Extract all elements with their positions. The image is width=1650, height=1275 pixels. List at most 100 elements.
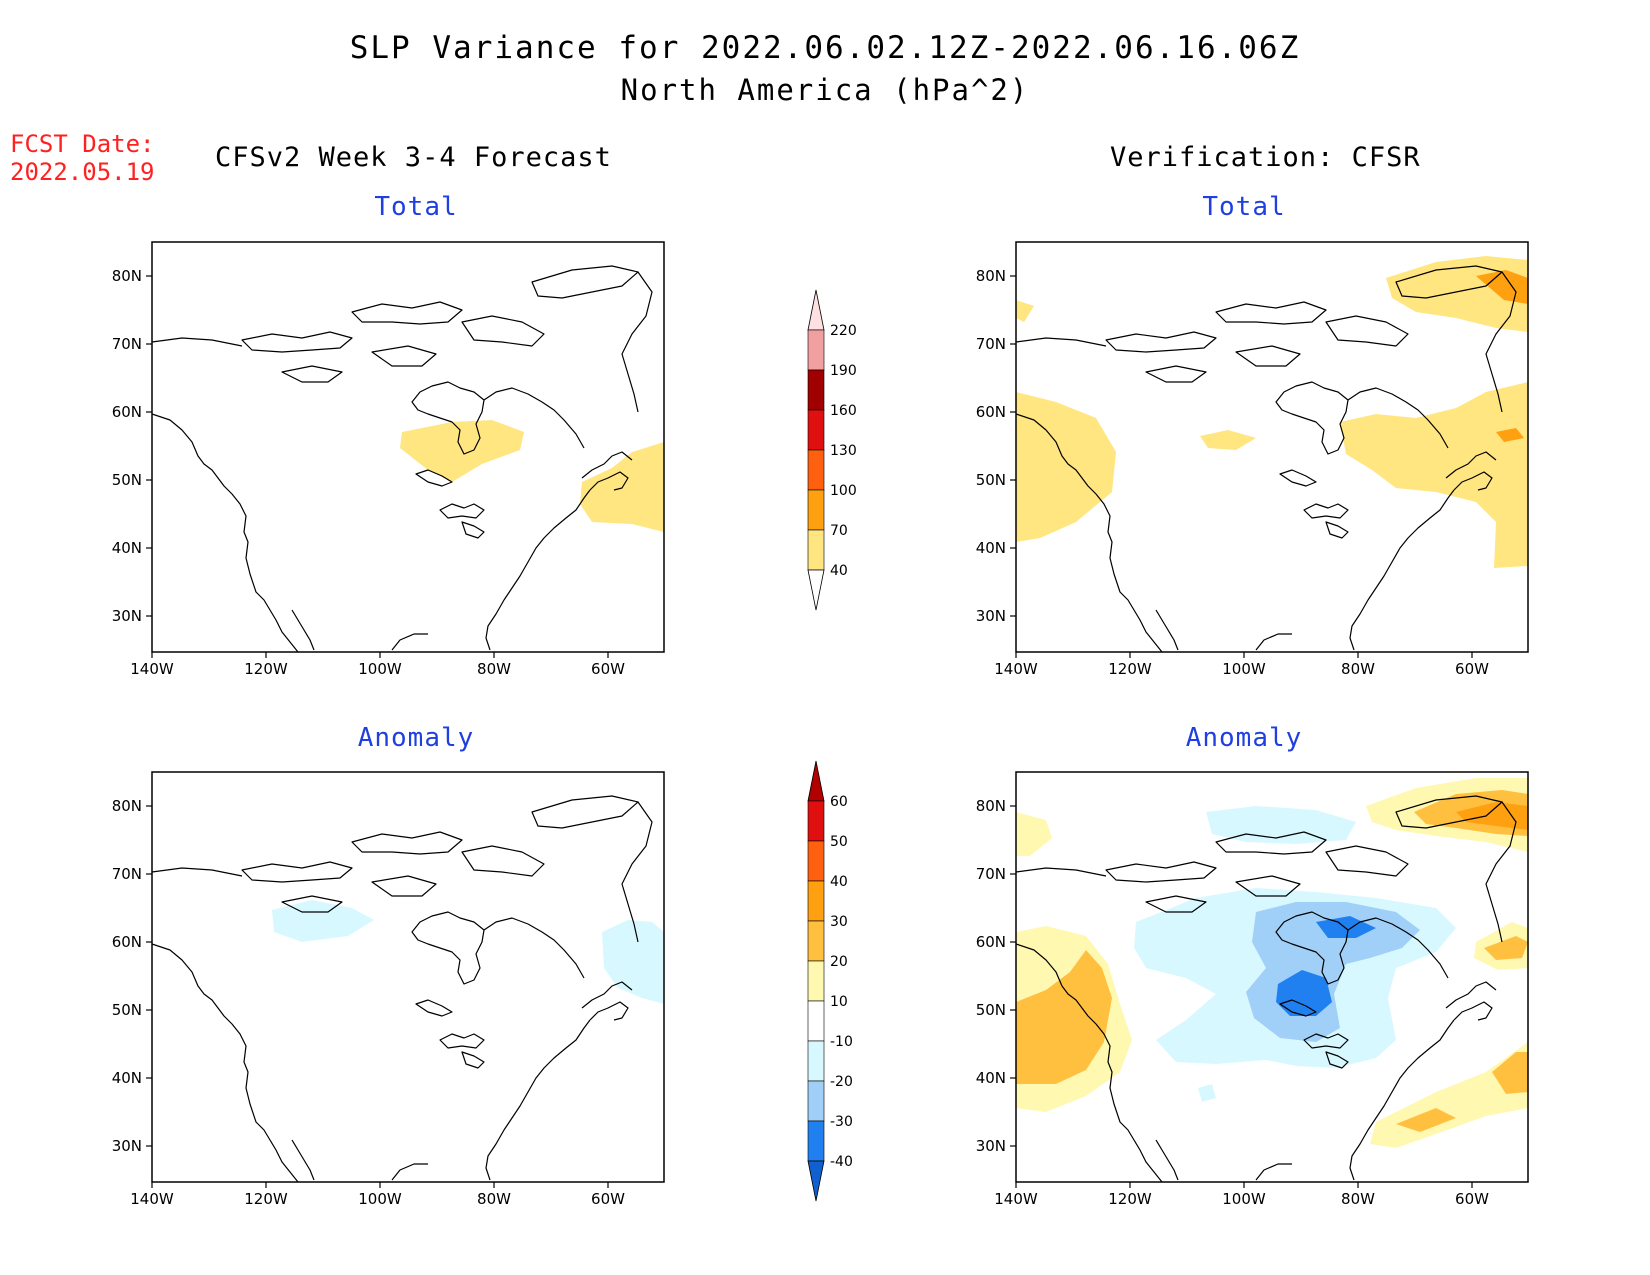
lat-tick-label: 80N xyxy=(976,797,1006,815)
lat-tick-label: 40N xyxy=(112,539,142,557)
lon-tick-label: 140W xyxy=(130,1190,174,1208)
colorbar-level-label: 100 xyxy=(830,483,857,499)
colorbar-segment xyxy=(807,449,825,491)
lon-tick-label: 100W xyxy=(358,1190,402,1208)
colorbar-level-label: -20 xyxy=(830,1074,853,1090)
lon-tick-label: 100W xyxy=(1222,1190,1266,1208)
verification-heading: Verification: CFSR xyxy=(1110,142,1421,173)
lat-tick-label: 70N xyxy=(976,335,1006,353)
colorbar-level-label: 10 xyxy=(830,994,848,1010)
colorbar-segment xyxy=(807,409,825,451)
colorbar-level-label: 190 xyxy=(830,363,857,379)
fcst-total-map xyxy=(151,241,665,653)
lat-tick-label: 80N xyxy=(976,267,1006,285)
lon-tick-label: 140W xyxy=(130,660,174,678)
colorbar-segment xyxy=(807,800,825,842)
lat-tick-label: 50N xyxy=(112,1001,142,1019)
page-subtitle: North America (hPa^2) xyxy=(620,73,1030,107)
fcst-date-label: FCST Date: 2022.05.19 xyxy=(10,130,155,186)
lon-tick-label: 140W xyxy=(994,660,1038,678)
lat-tick-label: 30N xyxy=(112,607,142,625)
colorbar-segment xyxy=(807,1000,825,1042)
lat-tick-label: 50N xyxy=(976,471,1006,489)
lat-tick-label: 40N xyxy=(976,1069,1006,1087)
lon-tick-label: 60W xyxy=(1455,660,1489,678)
lat-tick-label: 70N xyxy=(976,865,1006,883)
colorbar-anomaly: -40 -30 -20 -10 10 20 30 40 50 60 xyxy=(807,760,853,1202)
lat-tick-label: 60N xyxy=(976,403,1006,421)
lon-tick-label: 80W xyxy=(1341,660,1375,678)
colorbar-top-arrow xyxy=(807,289,825,331)
colorbar-segment xyxy=(807,1040,825,1082)
fcst-date-value: 2022.05.19 xyxy=(10,158,155,186)
lat-tick-label: 80N xyxy=(112,797,142,815)
forecast-heading: CFSv2 Week 3-4 Forecast xyxy=(215,142,612,173)
lon-tick-label: 140W xyxy=(994,1190,1038,1208)
ver-total-axes: 80N 70N 60N 50N 40N 30N 140W 120W 100W 80W 60W xyxy=(976,267,1489,678)
colorbar-segment xyxy=(807,329,825,371)
lon-tick-label: 60W xyxy=(591,660,625,678)
colorbar-segment xyxy=(807,960,825,1002)
fcst-label-text: FCST Date: xyxy=(10,130,155,158)
colorbar-level-label: 70 xyxy=(830,523,848,539)
lat-tick-label: 70N xyxy=(112,335,142,353)
colorbar-segment xyxy=(807,840,825,882)
lon-tick-label: 100W xyxy=(358,660,402,678)
lon-tick-label: 80W xyxy=(1341,1190,1375,1208)
lat-tick-label: 50N xyxy=(976,1001,1006,1019)
colorbar-segment xyxy=(807,529,825,571)
colorbar-level-label: 160 xyxy=(830,403,857,419)
colorbar-level-label: 40 xyxy=(830,874,848,890)
colorbar-level-label: 40 xyxy=(830,563,848,579)
lon-tick-label: 120W xyxy=(244,660,288,678)
lat-tick-label: 30N xyxy=(112,1137,142,1155)
lat-tick-label: 60N xyxy=(976,933,1006,951)
colorbar-bottom-arrow xyxy=(807,569,825,611)
lon-tick-label: 100W xyxy=(1222,660,1266,678)
lat-tick-label: 40N xyxy=(976,539,1006,557)
colorbar-level-label: -10 xyxy=(830,1034,853,1050)
lat-tick-label: 30N xyxy=(976,1137,1006,1155)
lon-tick-label: 120W xyxy=(1108,1190,1152,1208)
colorbar-total: 40 70 100 130 160 190 220 xyxy=(807,289,857,611)
fcst-anom-axes: 80N 70N 60N 50N 40N 30N 140W 120W 100W 80W 60W xyxy=(112,797,625,1208)
lat-tick-label: 60N xyxy=(112,403,142,421)
lat-tick-label: 80N xyxy=(112,267,142,285)
ver-anom-map xyxy=(1015,771,1529,1183)
colorbar-segment xyxy=(807,1080,825,1122)
colorbar-segment xyxy=(807,489,825,531)
fcst-anom-title: Anomaly xyxy=(357,723,475,753)
lon-tick-label: 120W xyxy=(1108,660,1152,678)
fcst-total-title: Total xyxy=(374,192,458,222)
colorbar-bottom-arrow xyxy=(807,1160,825,1202)
colorbar-segment xyxy=(807,920,825,962)
colorbar-level-label: -30 xyxy=(830,1114,853,1130)
fcst-anom-map xyxy=(151,771,665,1183)
ver-anom-axes: 80N 70N 60N 50N 40N 30N 140W 120W 100W 80W 60W xyxy=(976,797,1489,1208)
ver-total-title: Total xyxy=(1202,192,1286,222)
colorbar-segment xyxy=(807,369,825,411)
lon-tick-label: 60W xyxy=(1455,1190,1489,1208)
lat-tick-label: 50N xyxy=(112,471,142,489)
colorbar-level-label: 50 xyxy=(830,834,848,850)
colorbar-level-label: 20 xyxy=(830,954,848,970)
colorbar-level-label: 30 xyxy=(830,914,848,930)
page-title: SLP Variance for 2022.06.02.12Z-2022.06.… xyxy=(349,30,1301,66)
ver-total-map xyxy=(1015,241,1529,653)
colorbar-level-label: 220 xyxy=(830,323,857,339)
lon-tick-label: 80W xyxy=(477,660,511,678)
fcst-total-axes: 80N 70N 60N 50N 40N 30N 140W 120W 100W 80W 60W xyxy=(112,267,625,678)
lat-tick-label: 30N xyxy=(976,607,1006,625)
lat-tick-label: 70N xyxy=(112,865,142,883)
lat-tick-label: 40N xyxy=(112,1069,142,1087)
colorbar-segment xyxy=(807,880,825,922)
colorbar-segment xyxy=(807,1120,825,1162)
lon-tick-label: 60W xyxy=(591,1190,625,1208)
colorbar-level-label: 130 xyxy=(830,443,857,459)
lon-tick-label: 80W xyxy=(477,1190,511,1208)
ver-anom-title: Anomaly xyxy=(1185,723,1303,753)
lon-tick-label: 120W xyxy=(244,1190,288,1208)
lat-tick-label: 60N xyxy=(112,933,142,951)
colorbar-level-label: 60 xyxy=(830,794,848,810)
